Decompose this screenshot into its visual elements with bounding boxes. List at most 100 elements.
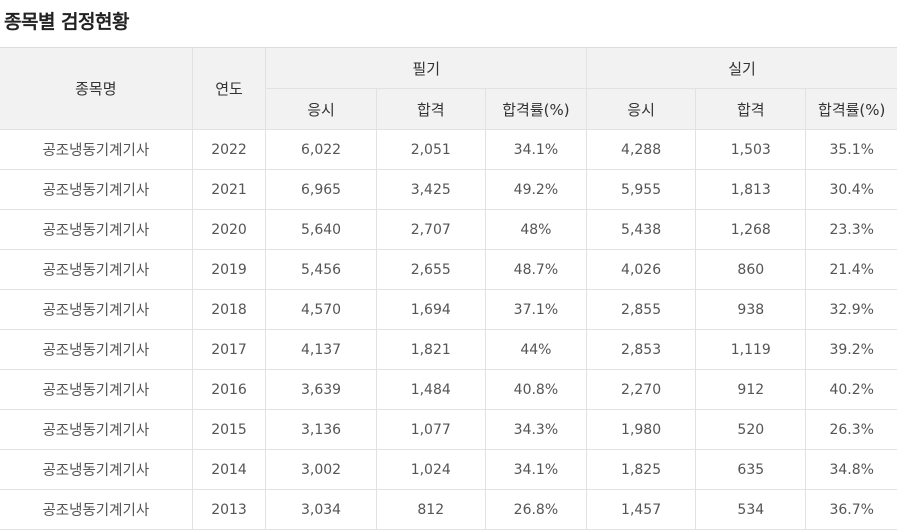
cell-year: 2019	[192, 249, 267, 290]
header-written-pass-rate: 합격률(%)	[485, 88, 587, 130]
cell-subject: 공조냉동기계기사	[0, 249, 193, 290]
cell-practical-passed: 912	[695, 369, 807, 410]
cell-practical-pass-rate: 40.2%	[805, 369, 897, 410]
cell-practical-pass-rate: 32.9%	[805, 289, 897, 330]
table-row: 공조냉동기계기사 2022 6,022 2,051 34.1% 4,288 1,503 35.…	[0, 129, 897, 170]
table-row: 공조냉동기계기사 2016 3,639 1,484 40.8% 2,270 912 40.2%	[0, 369, 897, 410]
cell-subject: 공조냉동기계기사	[0, 489, 193, 530]
header-written: 필기	[265, 47, 587, 89]
cell-written-passed: 2,051	[376, 129, 486, 170]
cell-written-applicants: 4,570	[265, 289, 377, 330]
cell-subject: 공조냉동기계기사	[0, 209, 193, 250]
cell-year: 2016	[192, 369, 267, 410]
cell-practical-passed: 1,813	[695, 169, 807, 210]
cell-year: 2013	[192, 489, 267, 530]
header-practical-applicants: 응시	[586, 88, 697, 130]
cell-year: 2022	[192, 129, 267, 170]
cell-written-pass-rate: 40.8%	[485, 369, 587, 410]
cell-subject: 공조냉동기계기사	[0, 169, 193, 210]
cell-written-passed: 1,694	[376, 289, 486, 330]
cell-practical-passed: 860	[695, 249, 807, 290]
cell-subject: 공조냉동기계기사	[0, 369, 193, 410]
cell-practical-passed: 1,119	[695, 329, 807, 370]
table-row: 공조냉동기계기사 2014 3,002 1,024 34.1% 1,825 635 34.8%	[0, 449, 897, 490]
cell-written-passed: 1,077	[376, 409, 486, 450]
header-row-group: 종목명 연도 필기 실기	[0, 47, 897, 130]
cell-practical-pass-rate: 36.7%	[805, 489, 897, 530]
cell-practical-pass-rate: 26.3%	[805, 409, 897, 450]
cell-practical-applicants: 2,270	[586, 369, 697, 410]
cell-practical-passed: 635	[695, 449, 807, 490]
cell-written-pass-rate: 48%	[485, 209, 587, 250]
header-practical: 실기	[586, 47, 897, 89]
cell-practical-applicants: 2,853	[586, 329, 697, 370]
cell-subject: 공조냉동기계기사	[0, 329, 193, 370]
cell-written-passed: 812	[376, 489, 486, 530]
cell-practical-passed: 1,268	[695, 209, 807, 250]
cell-written-passed: 1,024	[376, 449, 486, 490]
table-row: 공조냉동기계기사 2015 3,136 1,077 34.3% 1,980 520 26.3%	[0, 409, 897, 450]
header-practical-pass-rate: 합격률(%)	[805, 88, 897, 130]
header-written-passed: 합격	[376, 88, 486, 130]
cell-practical-applicants: 4,288	[586, 129, 697, 170]
cell-practical-applicants: 5,955	[586, 169, 697, 210]
cell-written-pass-rate: 48.7%	[485, 249, 587, 290]
cell-written-applicants: 6,022	[265, 129, 377, 170]
cell-subject: 공조냉동기계기사	[0, 289, 193, 330]
cell-practical-passed: 534	[695, 489, 807, 530]
table-body: 공조냉동기계기사 2022 6,022 2,051 34.1% 4,288 1,503 35.…	[0, 129, 897, 530]
cell-written-applicants: 3,002	[265, 449, 377, 490]
cell-year: 2017	[192, 329, 267, 370]
cell-written-passed: 1,484	[376, 369, 486, 410]
cell-practical-passed: 520	[695, 409, 807, 450]
cell-practical-pass-rate: 34.8%	[805, 449, 897, 490]
cell-written-applicants: 5,640	[265, 209, 377, 250]
cell-written-applicants: 4,137	[265, 329, 377, 370]
header-practical-passed: 합격	[695, 88, 807, 130]
cell-subject: 공조냉동기계기사	[0, 409, 193, 450]
cell-written-applicants: 3,136	[265, 409, 377, 450]
cell-year: 2021	[192, 169, 267, 210]
cell-written-pass-rate: 34.3%	[485, 409, 587, 450]
cell-year: 2014	[192, 449, 267, 490]
cell-written-applicants: 5,456	[265, 249, 377, 290]
cell-year: 2018	[192, 289, 267, 330]
cell-year: 2020	[192, 209, 267, 250]
cell-written-passed: 2,655	[376, 249, 486, 290]
cell-practical-passed: 938	[695, 289, 807, 330]
table-row: 공조냉동기계기사 2021 6,965 3,425 49.2% 5,955 1,813 30.…	[0, 169, 897, 210]
cell-practical-applicants: 1,980	[586, 409, 697, 450]
table-header: 종목명 연도 필기 실기 응시 합격 합격률(%) 응시 합격 합격률(%)	[0, 47, 897, 130]
cell-practical-applicants: 5,438	[586, 209, 697, 250]
cell-written-applicants: 3,639	[265, 369, 377, 410]
cell-written-passed: 2,707	[376, 209, 486, 250]
cell-written-pass-rate: 49.2%	[485, 169, 587, 210]
cell-written-pass-rate: 34.1%	[485, 129, 587, 170]
cell-written-pass-rate: 37.1%	[485, 289, 587, 330]
table-row: 공조냉동기계기사 2017 4,137 1,821 44% 2,853 1,119 39.2%	[0, 329, 897, 370]
cell-written-pass-rate: 44%	[485, 329, 587, 370]
table-row: 공조냉동기계기사 2018 4,570 1,694 37.1% 2,855 938 32.9%	[0, 289, 897, 330]
cell-written-applicants: 6,965	[265, 169, 377, 210]
header-row-columns: 응시 합격 합격률(%) 응시 합격 합격률(%)	[0, 88, 897, 130]
cell-year: 2015	[192, 409, 267, 450]
cell-written-pass-rate: 34.1%	[485, 449, 587, 490]
header-written-applicants: 응시	[265, 88, 377, 130]
cell-practical-pass-rate: 23.3%	[805, 209, 897, 250]
cell-practical-pass-rate: 30.4%	[805, 169, 897, 210]
exam-stats-table: 종목명 연도 필기 실기 응시 합격 합격률(%) 응시 합격 합격률(%) 공…	[0, 47, 897, 530]
page-title: 종목별 검정현황	[4, 11, 129, 33]
cell-practical-applicants: 2,855	[586, 289, 697, 330]
cell-practical-pass-rate: 35.1%	[805, 129, 897, 170]
cell-written-passed: 1,821	[376, 329, 486, 370]
cell-written-pass-rate: 26.8%	[485, 489, 587, 530]
header-year: 연도	[192, 47, 267, 130]
table-row: 공조냉동기계기사 2013 3,034 812 26.8% 1,457 534 36.7%	[0, 489, 897, 530]
cell-practical-pass-rate: 39.2%	[805, 329, 897, 370]
cell-practical-applicants: 1,457	[586, 489, 697, 530]
cell-practical-pass-rate: 21.4%	[805, 249, 897, 290]
cell-written-applicants: 3,034	[265, 489, 377, 530]
cell-practical-applicants: 4,026	[586, 249, 697, 290]
table-row: 공조냉동기계기사 2019 5,456 2,655 48.7% 4,026 860 21.4%	[0, 249, 897, 290]
